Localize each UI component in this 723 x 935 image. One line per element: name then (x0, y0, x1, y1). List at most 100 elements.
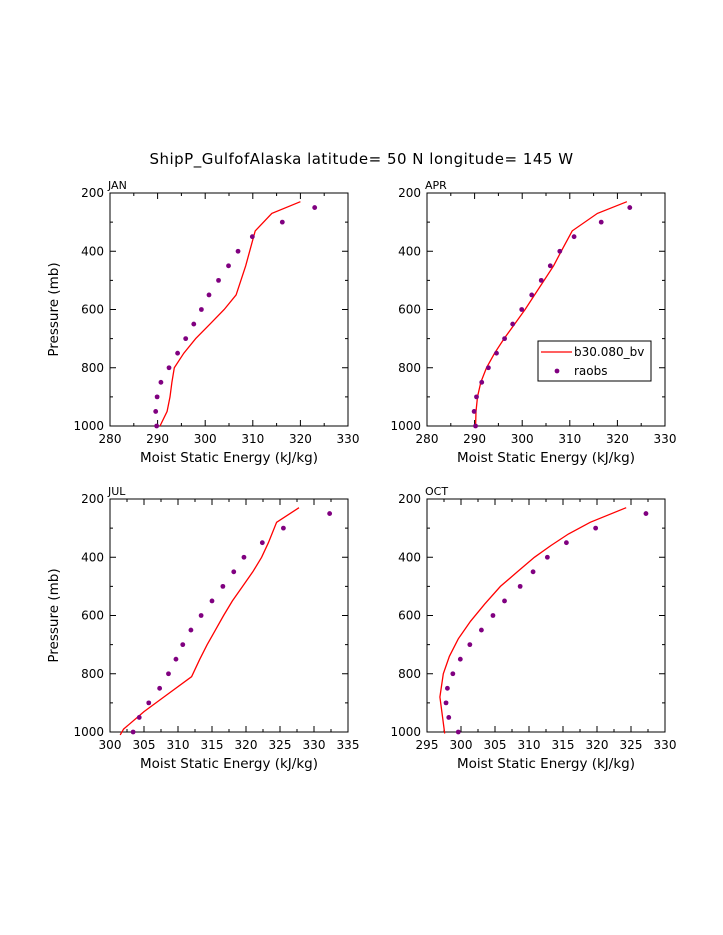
x-tick-label: 310 (558, 432, 581, 446)
y-tick-label: 600 (81, 609, 104, 623)
y-tick-label: 800 (398, 667, 421, 681)
data-point-raobs (327, 511, 333, 516)
x-tick-label: 310 (241, 432, 264, 446)
data-point-raobs (241, 554, 247, 560)
data-point-raobs (443, 700, 449, 706)
data-point-raobs (279, 219, 285, 225)
series-line-model (474, 201, 628, 427)
x-tick-label: 330 (654, 432, 677, 446)
data-point-raobs (130, 729, 136, 735)
data-point-raobs (166, 365, 172, 371)
y-axis-label: Pressure (mb) (46, 568, 62, 662)
plot-frame (109, 498, 349, 733)
page-title: ShipP_GulfofAlaska latitude= 50 N longit… (149, 150, 574, 168)
data-point-raobs (519, 307, 525, 312)
data-point-raobs (598, 219, 604, 225)
data-point-raobs (235, 248, 241, 254)
data-point-raobs (226, 263, 231, 269)
x-tick-label: 300 (194, 432, 217, 446)
data-point-raobs (209, 598, 215, 604)
y-tick-label: 200 (398, 186, 421, 200)
x-axis-label: Moist Static Energy (kJ/kg) (457, 450, 635, 466)
panel-label: APR (425, 179, 447, 192)
x-tick-label: 320 (235, 738, 258, 752)
x-tick-label: 305 (133, 738, 156, 752)
data-point-raobs (474, 394, 479, 400)
data-point-raobs (173, 656, 179, 662)
data-point-raobs (479, 379, 485, 385)
x-tick-label: 280 (99, 432, 122, 446)
y-tick-label: 200 (81, 186, 104, 200)
y-tick-label: 200 (81, 492, 104, 506)
data-point-raobs (183, 336, 189, 342)
x-tick-label: 330 (654, 738, 677, 752)
data-point-raobs (450, 671, 456, 677)
data-point-raobs (206, 292, 212, 298)
data-point-raobs (547, 263, 553, 269)
data-point-raobs (479, 627, 484, 633)
x-tick-label: 290 (463, 432, 486, 446)
y-tick-label: 400 (398, 244, 421, 258)
x-axis-label: Moist Static Energy (kJ/kg) (457, 756, 635, 772)
data-point-raobs (529, 292, 535, 298)
panel-label: JUL (107, 485, 126, 498)
x-tick-label: 335 (337, 738, 360, 752)
data-point-raobs (564, 540, 569, 546)
x-tick-label: 295 (416, 738, 439, 752)
data-point-raobs (510, 321, 516, 327)
data-point-raobs (643, 511, 649, 516)
data-point-raobs (445, 685, 450, 691)
x-tick-label: 330 (303, 738, 326, 752)
data-point-raobs (220, 583, 226, 589)
panel-label: JAN (107, 179, 127, 192)
data-point-raobs (153, 409, 159, 414)
y-tick-label: 600 (398, 609, 421, 623)
panel-jul: JUL 300 305 310 315 320 325 330 335 200 400 600 800 1… (46, 485, 359, 772)
panel-label: OCT (425, 485, 448, 498)
data-point-raobs (198, 307, 204, 312)
data-point-raobs (593, 525, 599, 531)
data-point-raobs (281, 525, 286, 531)
data-point-raobs (157, 685, 163, 691)
data-point-raobs (494, 350, 499, 356)
data-point-raobs (455, 729, 461, 735)
plot-frame (426, 498, 666, 733)
data-point-raobs (216, 277, 221, 283)
y-tick-label: 600 (398, 303, 421, 317)
data-point-raobs (191, 321, 197, 327)
legend-label-model: b30.080_bv (574, 345, 644, 359)
x-tick-label: 320 (606, 432, 629, 446)
series-line-model (439, 507, 627, 734)
x-tick-label: 280 (416, 432, 439, 446)
plot-frame (426, 192, 666, 427)
x-tick-label: 320 (289, 432, 312, 446)
data-point-raobs (180, 642, 186, 648)
data-point-raobs (467, 642, 473, 648)
data-point-raobs (175, 350, 180, 356)
x-tick-label: 300 (99, 738, 122, 752)
data-point-raobs (154, 423, 160, 429)
data-point-raobs (473, 423, 478, 429)
data-point-raobs (538, 277, 544, 283)
data-point-raobs (530, 569, 536, 575)
x-tick-label: 320 (586, 738, 609, 752)
x-tick-label: 310 (518, 738, 541, 752)
data-point-raobs (249, 234, 255, 240)
legend-marker-swatch (554, 368, 560, 374)
y-tick-label: 400 (81, 244, 104, 258)
y-tick-label: 600 (81, 303, 104, 317)
data-point-raobs (166, 671, 171, 677)
data-point-raobs (502, 336, 507, 342)
y-tick-label: 400 (398, 550, 421, 564)
x-tick-label: 300 (511, 432, 534, 446)
y-tick-label: 1000 (390, 419, 421, 433)
data-point-raobs (188, 627, 194, 633)
x-tick-label: 325 (620, 738, 643, 752)
y-tick-label: 1000 (73, 419, 104, 433)
x-tick-label: 325 (269, 738, 292, 752)
data-point-raobs (446, 715, 452, 720)
y-tick-label: 800 (81, 667, 104, 681)
series-line-model (119, 507, 300, 736)
x-tick-label: 315 (552, 738, 575, 752)
